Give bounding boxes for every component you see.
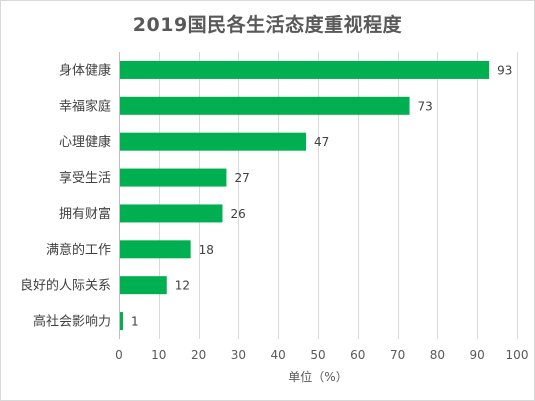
value-label-5: 26: [230, 207, 245, 221]
x-tick-label-40: 40: [271, 348, 286, 362]
category-label-8: 高社会影响力: [33, 314, 111, 330]
bar-7: [120, 276, 167, 295]
value-label-1: 93: [497, 63, 512, 77]
category-label-4: 享受生活: [59, 170, 111, 186]
x-tick-label-70: 70: [390, 348, 405, 362]
x-tick-label-60: 60: [350, 348, 365, 362]
x-tick-label-0: 0: [115, 348, 123, 362]
x-tick-label-90: 90: [470, 348, 485, 362]
category-label-7: 良好的人际关系: [20, 278, 111, 294]
bar-6: [120, 240, 191, 259]
x-tick-label-20: 20: [191, 348, 206, 362]
x-tick-label-100: 100: [506, 348, 529, 362]
x-tick-label-10: 10: [151, 348, 166, 362]
bar-1: [120, 60, 490, 79]
x-tick-label-30: 30: [231, 348, 246, 362]
bar-8: [120, 312, 123, 331]
bar-4: [120, 168, 227, 187]
category-label-5: 拥有财富: [59, 206, 111, 222]
value-label-4: 27: [234, 171, 249, 185]
bar-2: [120, 96, 410, 115]
category-label-3: 心理健康: [59, 134, 111, 150]
category-label-6: 满意的工作: [46, 242, 111, 258]
x-axis-title: 单位（%）: [288, 369, 347, 384]
category-label-1: 身体健康: [59, 62, 111, 78]
category-label-2: 幸福家庭: [59, 98, 111, 114]
bar-3: [120, 132, 307, 151]
value-label-6: 18: [199, 243, 214, 257]
x-tick-label-50: 50: [310, 348, 325, 362]
x-tick-label-80: 80: [430, 348, 445, 362]
value-label-3: 47: [314, 135, 329, 149]
bar-5: [120, 204, 223, 223]
value-label-7: 12: [175, 279, 190, 293]
value-label-2: 73: [418, 99, 433, 113]
value-label-8: 1: [131, 315, 139, 329]
chart-title: 2019国民各生活态度重视程度: [132, 14, 403, 36]
